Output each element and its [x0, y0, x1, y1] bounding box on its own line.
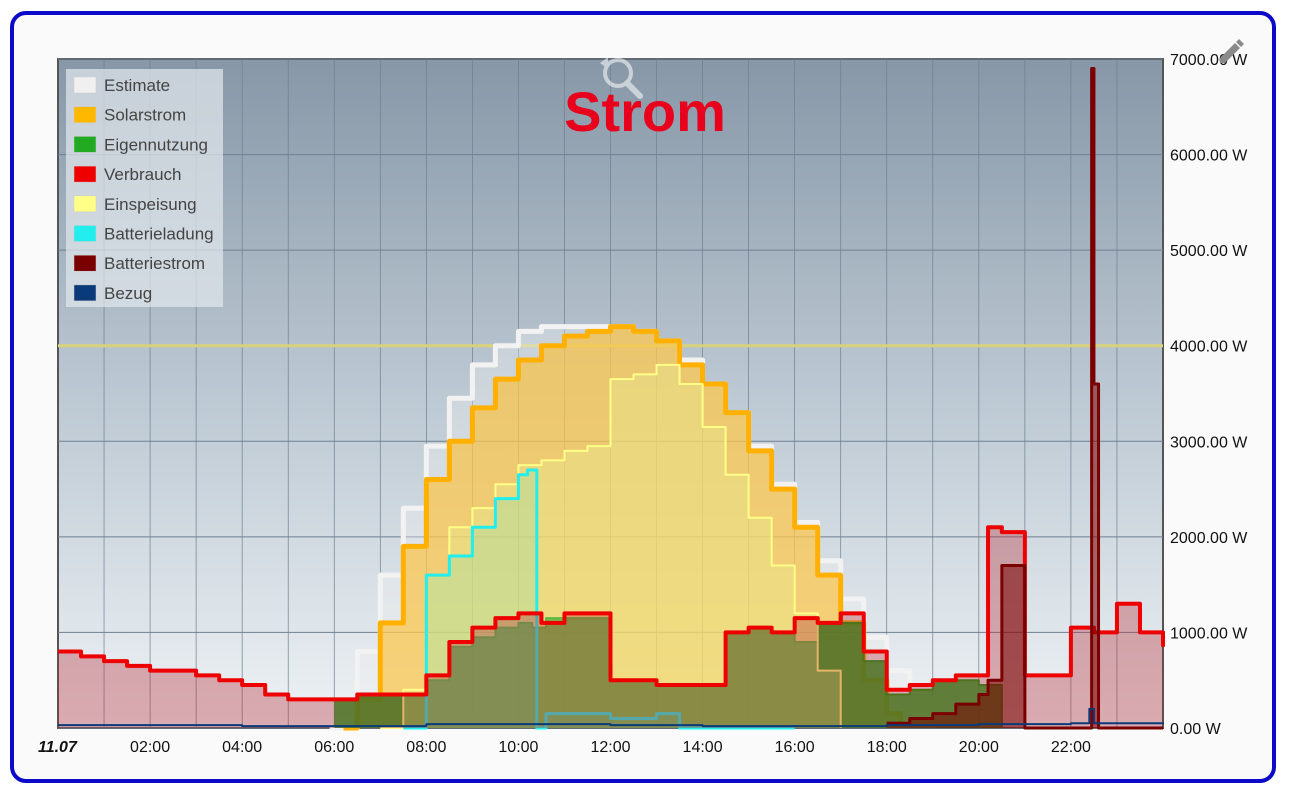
series-area-eigennutzung: [334, 618, 1002, 728]
x-axis: 11.07 02:00 04:00 06:00 08:00 10:00 12:00 14:00…: [38, 739, 1091, 756]
legend-item: Eigennutzung: [104, 135, 208, 154]
legend-item: Batterieladung: [104, 225, 214, 244]
legend-swatch: [73, 225, 97, 242]
x-tick-label: 18:00: [867, 739, 907, 756]
series-line-bezug: [58, 707, 1164, 728]
legend-swatch: [73, 254, 97, 272]
x-tick-label: 10:00: [498, 739, 538, 756]
legend-swatch: [73, 165, 97, 183]
series-line-batteriestrom: [886, 67, 1163, 730]
legend-item: Einspeisung: [104, 195, 197, 214]
y-tick-label: 2000.00 W: [1170, 530, 1248, 547]
legend-swatch: [73, 106, 97, 123]
legend-item: Solarstrom: [104, 106, 186, 125]
zoom-reset-icon[interactable]: [600, 57, 643, 99]
legend-item: Bezug: [104, 284, 152, 303]
chart-title: Strom: [564, 80, 726, 143]
y-tick-label: 0.00 W: [1170, 721, 1222, 738]
legend-swatch: [73, 76, 97, 94]
x-tick-label: 14:00: [683, 739, 723, 756]
series-layer: [58, 67, 1165, 731]
x-tick-label: 22:00: [1051, 739, 1091, 756]
y-axis: 0.00 W 1000.00 W 2000.00 W 3000.00 W 4000.00…: [1170, 52, 1248, 738]
legend-item: Estimate: [104, 76, 170, 95]
pencil-icon[interactable]: [1220, 39, 1244, 63]
series-line-einspeisung: [380, 363, 842, 729]
legend-item: Verbrauch: [104, 165, 182, 184]
series-line-solarstrom: [343, 324, 904, 731]
legend-item: Batteriestrom: [104, 254, 205, 273]
y-tick-label: 6000.00 W: [1170, 148, 1248, 165]
x-tick-label: 06:00: [314, 739, 354, 756]
y-tick-label: 1000.00 W: [1170, 625, 1248, 642]
x-tick-label: 11.07: [38, 739, 78, 756]
series-area-batterieladung: [403, 469, 795, 728]
x-tick-label: 04:00: [222, 739, 262, 756]
legend-swatch: [73, 195, 97, 213]
legend-swatch: [73, 284, 97, 302]
x-tick-label: 12:00: [590, 739, 630, 756]
y-tick-label: 5000.00 W: [1170, 243, 1248, 260]
x-tick-label: 16:00: [775, 739, 815, 756]
series-line-batterieladung: [403, 468, 795, 730]
legend-swatch: [73, 136, 97, 153]
x-tick-label: 08:00: [406, 739, 446, 756]
y-tick-label: 4000.00 W: [1170, 339, 1248, 356]
series-line-verbrauch: [58, 525, 1165, 702]
x-tick-label: 02:00: [130, 739, 170, 756]
y-tick-label: 3000.00 W: [1170, 434, 1248, 451]
x-tick-label: 20:00: [959, 739, 999, 756]
y-tick-label: 7000.00 W: [1170, 52, 1248, 69]
legend: Estimate Solarstrom Eigennutzung Verbrauch E…: [66, 69, 223, 307]
